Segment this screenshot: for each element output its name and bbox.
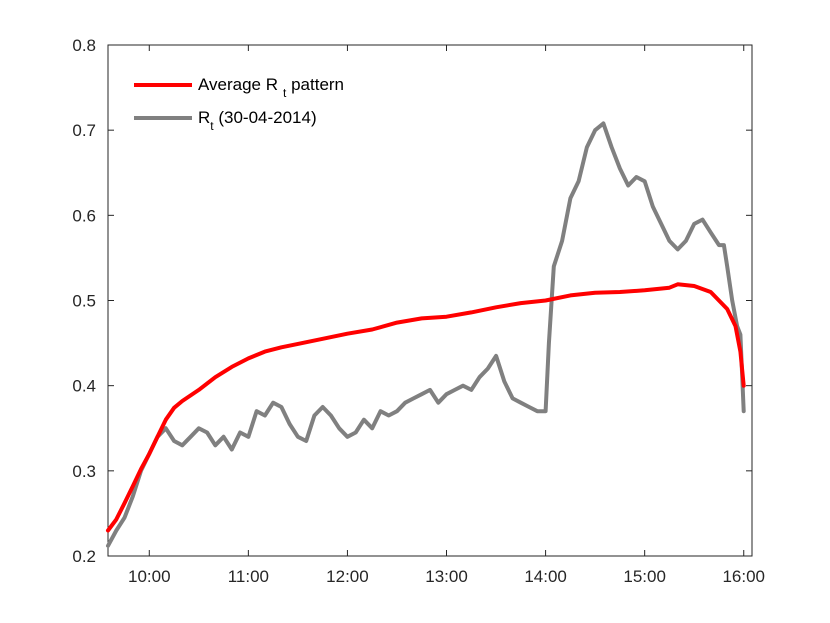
x-tick-label: 16:00 xyxy=(722,567,765,586)
x-tick-label: 11:00 xyxy=(228,567,269,586)
y-tick-label: 0.7 xyxy=(72,121,96,140)
legend-box xyxy=(128,62,388,132)
series-line-average-rt xyxy=(106,282,746,533)
x-tick-label: 15:00 xyxy=(623,567,666,586)
x-tick-label: 14:00 xyxy=(524,567,567,586)
legend-label-rt: Rt (30-04-2014) xyxy=(198,108,317,133)
axis-ticks: 10:00 11:00 12:00 13:00 14:00 15:00 16:00 0.2 0.… xyxy=(72,36,765,586)
y-tick-label: 0.6 xyxy=(72,206,96,225)
series-lines xyxy=(106,121,746,548)
y-tick-label: 0.5 xyxy=(72,292,96,311)
x-tick-label: 12:00 xyxy=(326,567,369,586)
y-tick-label: 0.2 xyxy=(72,547,96,566)
x-tick-label: 13:00 xyxy=(425,567,468,586)
series-line-rt-30-04-2014 xyxy=(106,121,746,548)
x-tick-label: 10:00 xyxy=(128,567,171,586)
y-tick-label: 0.8 xyxy=(72,36,96,55)
y-tick-label: 0.3 xyxy=(72,462,96,481)
y-tick-label: 0.4 xyxy=(72,377,96,396)
